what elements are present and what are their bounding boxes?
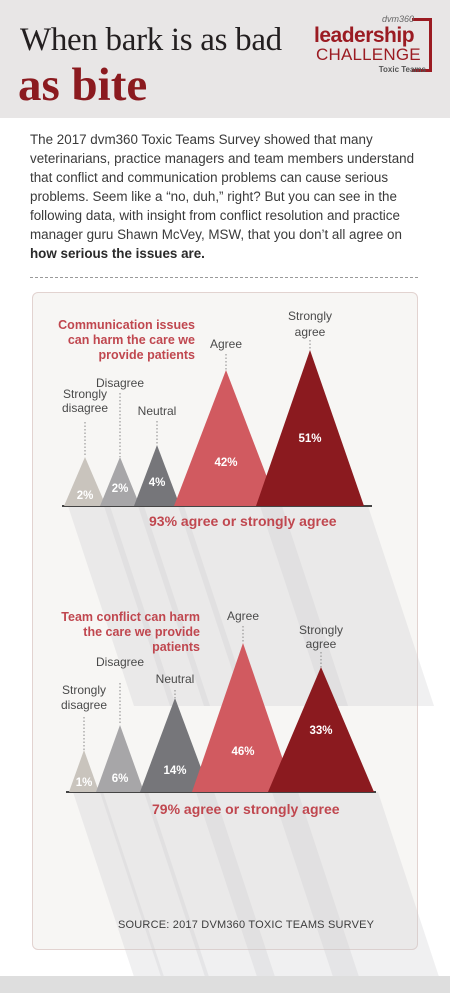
triangle-shadow <box>272 792 444 992</box>
value-label: 14% <box>163 765 186 777</box>
triangle-mark <box>100 457 140 506</box>
bottom-strip <box>0 976 450 993</box>
title-line-2: as bite <box>18 59 148 111</box>
intro-text: The 2017 dvm360 Toxic Teams Survey showe… <box>30 132 415 242</box>
category-label: Agree <box>227 609 259 623</box>
leadership-challenge-logo: dvm360 leadership CHALLENGE Toxic Teams <box>312 14 438 76</box>
value-label: 4% <box>149 477 166 489</box>
section-divider <box>30 277 418 278</box>
value-label: 1% <box>76 777 93 789</box>
logo-subtitle: Toxic Teams <box>378 65 426 74</box>
intro-paragraph: The 2017 dvm360 Toxic Teams Survey showe… <box>30 130 422 263</box>
title-line-1: When bark is as bad <box>20 22 282 58</box>
triangle-mark <box>140 698 210 792</box>
triangle-shadow <box>68 506 176 706</box>
logo-brand: dvm360 <box>381 14 414 24</box>
value-label: 46% <box>231 746 254 758</box>
triangle-shadow <box>196 792 364 992</box>
triangle-shadow <box>100 792 214 992</box>
category-label: Neutral <box>138 404 177 418</box>
triangle-mark <box>268 667 374 792</box>
triangle-mark <box>64 457 106 506</box>
triangle-mark <box>174 370 278 506</box>
triangle-mark <box>96 725 144 792</box>
triangle-mark <box>256 350 364 506</box>
category-label: disagree <box>61 698 107 712</box>
chart-1-summary: 93% agree or strongly agree <box>149 513 337 529</box>
logo-word-challenge: CHALLENGE <box>316 45 421 64</box>
category-label: Strongly <box>288 309 332 323</box>
value-label: 2% <box>112 483 129 495</box>
triangle-shadow <box>144 792 280 992</box>
chart-1-title: Communication issues can harm the care w… <box>58 318 195 362</box>
category-label: Agree <box>210 337 242 351</box>
chart-2-title: Team conflict can harm the care we provi… <box>61 610 200 654</box>
category-label: Neutral <box>156 672 195 686</box>
chart-2-summary: 79% agree or strongly agree <box>152 801 340 817</box>
triangle-shadow <box>73 792 169 992</box>
source-note: SOURCE: 2017 DVM360 TOXIC TEAMS SURVEY <box>118 919 375 931</box>
value-label: 51% <box>298 433 321 445</box>
value-label: 42% <box>214 457 237 469</box>
category-label: Disagree <box>96 655 144 669</box>
logo-frame <box>412 18 432 72</box>
value-label: 33% <box>309 725 332 737</box>
triangle-mark <box>69 750 99 792</box>
triangle-shadow <box>104 506 210 706</box>
intro-bold: how serious the issues are. <box>30 246 205 261</box>
triangle-shadow <box>260 506 434 706</box>
category-label: Strongly <box>63 387 107 401</box>
triangle-shadow <box>178 506 348 706</box>
value-label: 6% <box>112 773 129 785</box>
category-label: agree <box>306 637 337 651</box>
category-label: disagree <box>62 401 108 415</box>
triangle-mark <box>192 643 294 792</box>
triangle-shadow <box>138 506 250 706</box>
category-label: agree <box>295 325 326 339</box>
triangle-mark <box>134 445 180 506</box>
category-label: Disagree <box>96 376 144 390</box>
category-label: Strongly <box>62 683 106 697</box>
logo-word-leadership: leadership <box>314 24 415 47</box>
value-label: 2% <box>77 490 94 502</box>
category-label: Strongly <box>299 623 343 637</box>
header-banner: When bark is as bad as bite dvm360 leade… <box>0 0 450 118</box>
